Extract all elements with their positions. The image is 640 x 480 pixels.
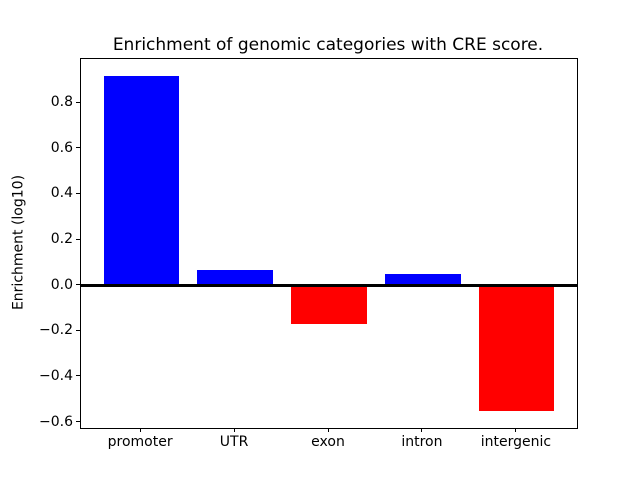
- plot-area: [80, 58, 578, 429]
- y-tick-mark: [76, 101, 80, 103]
- y-tick-mark: [76, 238, 80, 240]
- y-tick-label: 0.4: [50, 185, 73, 202]
- bar-promoter: [103, 75, 179, 286]
- y-tick-label: 0.6: [50, 139, 73, 156]
- bar-intergenic: [479, 285, 555, 412]
- y-tick-label: 0.8: [50, 94, 73, 111]
- y-tick-mark: [76, 192, 80, 194]
- y-tick-label: −0.4: [39, 367, 73, 384]
- x-tick-label-intron: intron: [401, 434, 443, 450]
- zero-line: [81, 284, 577, 288]
- y-tick-mark: [76, 375, 80, 377]
- bar-intron: [385, 274, 461, 286]
- y-tick-mark: [76, 284, 80, 286]
- x-tick-label-promoter: promoter: [107, 434, 173, 450]
- x-tick-label-intergenic: intergenic: [480, 434, 552, 450]
- bar-UTR: [197, 269, 273, 286]
- y-tick-label: −0.6: [39, 413, 73, 430]
- y-tick-mark: [76, 147, 80, 149]
- y-tick-label: −0.2: [39, 322, 73, 339]
- chart-title: Enrichment of genomic categories with CR…: [112, 35, 544, 55]
- y-tick-mark: [76, 329, 80, 331]
- bar-exon: [291, 285, 367, 325]
- y-tick-label: 0.2: [50, 231, 73, 248]
- y-tick-mark: [76, 421, 80, 423]
- x-tick-mark: [233, 428, 235, 432]
- x-tick-label-UTR: UTR: [219, 434, 249, 450]
- x-tick-label-exon: exon: [311, 434, 345, 450]
- x-tick-mark: [515, 428, 517, 432]
- x-tick-mark: [421, 428, 423, 432]
- y-tick-label: 0.0: [50, 276, 73, 293]
- x-tick-mark: [327, 428, 329, 432]
- x-tick-mark: [139, 428, 141, 432]
